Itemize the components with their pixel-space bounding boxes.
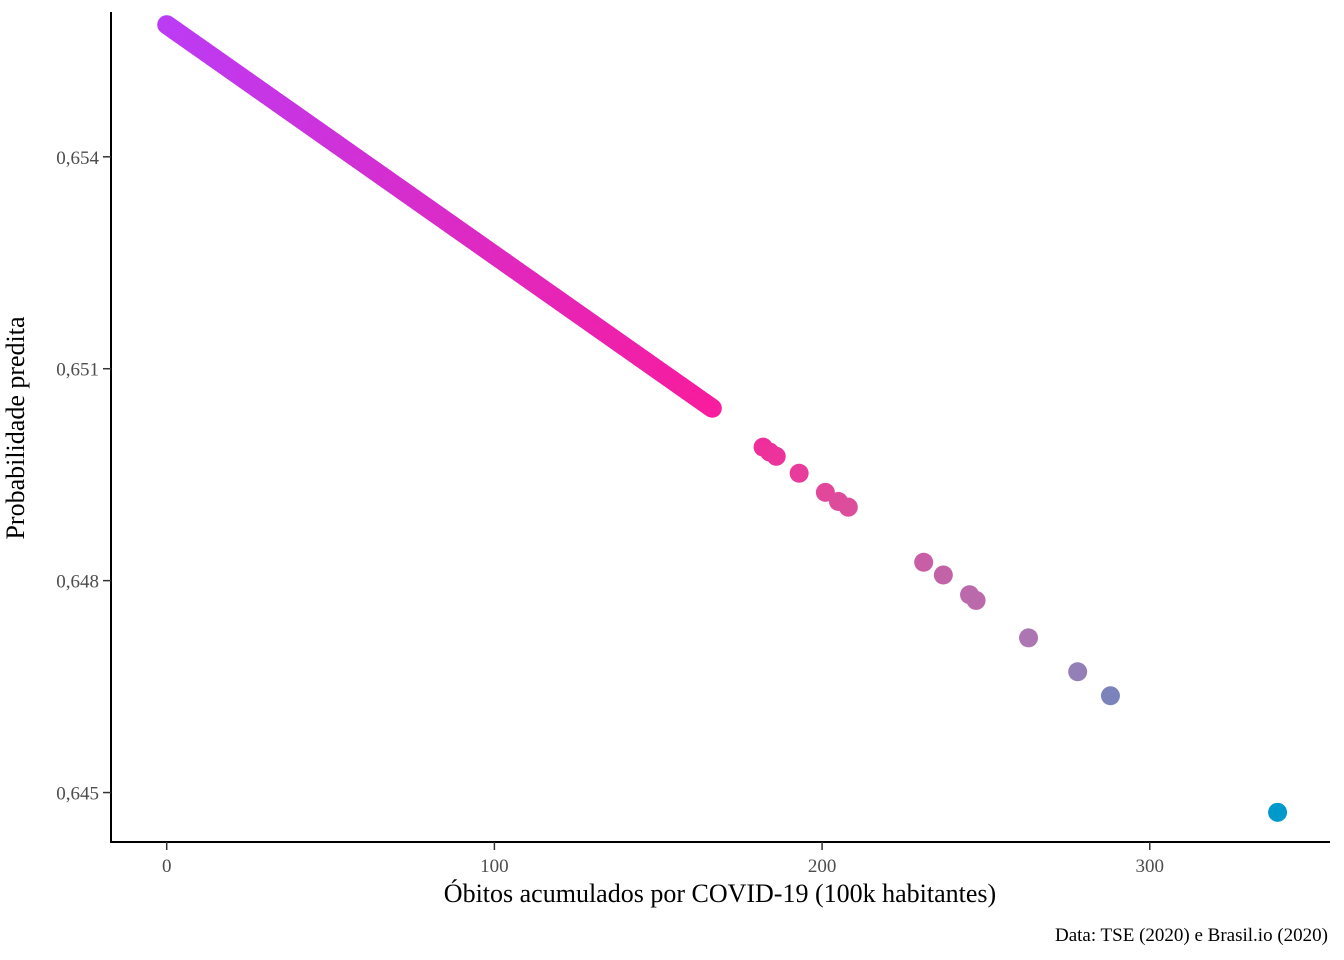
data-point-14 bbox=[1100, 686, 1120, 706]
x-tick-label: 300 bbox=[1136, 856, 1165, 877]
y-tick-label: 0,654 bbox=[56, 148, 99, 169]
data-point-11 bbox=[966, 590, 986, 610]
caption: Data: TSE (2020) e Brasil.io (2020) bbox=[1055, 925, 1328, 946]
x-tick-label: 0 bbox=[162, 856, 172, 877]
data-point-3 bbox=[766, 446, 786, 466]
y-tick-label: 0,651 bbox=[56, 360, 99, 381]
data-point-4 bbox=[789, 463, 809, 483]
y-ticks: 0,645 0,648 0,651 0,654 bbox=[56, 148, 111, 805]
data-point-13 bbox=[1068, 662, 1088, 682]
y-tick-label: 0,648 bbox=[56, 572, 99, 593]
x-ticks: 0 100 200 300 bbox=[162, 842, 1164, 877]
data-point-8 bbox=[914, 552, 934, 572]
y-axis-title: Probabilidade predita bbox=[1, 316, 30, 540]
data-point-15 bbox=[1268, 802, 1288, 822]
data-point-dense bbox=[702, 398, 722, 418]
points-layer bbox=[157, 15, 1288, 822]
x-axis-title: Óbitos acumulados por COVID-19 (100k hab… bbox=[444, 879, 996, 908]
x-tick-label: 100 bbox=[480, 856, 509, 877]
data-point-9 bbox=[933, 565, 953, 585]
x-tick-label: 200 bbox=[808, 856, 837, 877]
data-point-12 bbox=[1019, 628, 1039, 648]
data-point-7 bbox=[838, 497, 858, 517]
y-tick-label: 0,645 bbox=[56, 784, 99, 805]
